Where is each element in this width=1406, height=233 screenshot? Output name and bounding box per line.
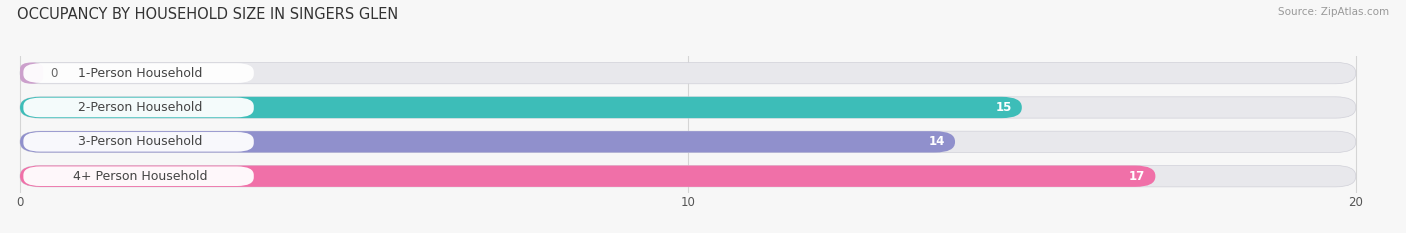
Text: 1-Person Household: 1-Person Household bbox=[79, 67, 202, 80]
FancyBboxPatch shape bbox=[20, 166, 1355, 187]
Text: 15: 15 bbox=[995, 101, 1012, 114]
Text: 3-Person Household: 3-Person Household bbox=[79, 135, 202, 148]
FancyBboxPatch shape bbox=[24, 63, 253, 83]
FancyBboxPatch shape bbox=[20, 131, 1355, 152]
FancyBboxPatch shape bbox=[20, 131, 955, 152]
FancyBboxPatch shape bbox=[20, 97, 1355, 118]
FancyBboxPatch shape bbox=[24, 98, 253, 117]
FancyBboxPatch shape bbox=[20, 166, 1156, 187]
Text: OCCUPANCY BY HOUSEHOLD SIZE IN SINGERS GLEN: OCCUPANCY BY HOUSEHOLD SIZE IN SINGERS G… bbox=[17, 7, 398, 22]
FancyBboxPatch shape bbox=[24, 132, 253, 152]
FancyBboxPatch shape bbox=[24, 166, 253, 186]
Text: 4+ Person Household: 4+ Person Household bbox=[73, 170, 208, 183]
FancyBboxPatch shape bbox=[20, 62, 1355, 84]
Text: Source: ZipAtlas.com: Source: ZipAtlas.com bbox=[1278, 7, 1389, 17]
Text: 0: 0 bbox=[51, 67, 58, 80]
FancyBboxPatch shape bbox=[20, 97, 1022, 118]
FancyBboxPatch shape bbox=[20, 62, 44, 84]
Text: 2-Person Household: 2-Person Household bbox=[79, 101, 202, 114]
Text: 14: 14 bbox=[928, 135, 945, 148]
Text: 17: 17 bbox=[1129, 170, 1146, 183]
